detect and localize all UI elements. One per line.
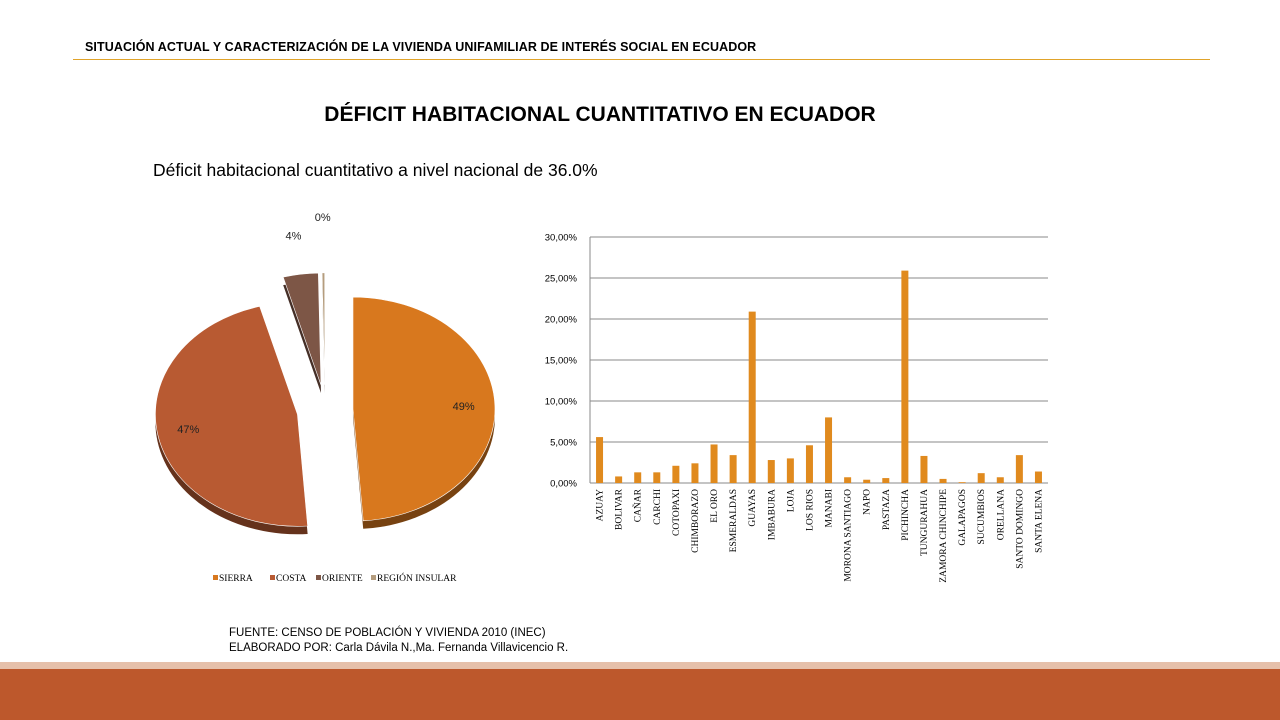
bar	[863, 479, 871, 483]
bar-y-tick-label: 10,00%	[545, 397, 578, 408]
bar	[767, 460, 775, 483]
bar	[844, 477, 852, 483]
bar-x-tick-label: MANABI	[825, 489, 835, 528]
footer-bar	[0, 669, 1280, 720]
bar	[691, 463, 699, 483]
bar	[1015, 455, 1023, 483]
pie-legend-label: SIERRA	[219, 574, 253, 584]
bar-y-tick-label: 25,00%	[545, 274, 578, 285]
bar-y-tick-label: 30,00%	[545, 233, 578, 244]
bar-x-tick-label: LOS RIOS	[805, 489, 815, 531]
pie-labels: 49% 47% 4% 0%	[177, 212, 475, 436]
bar-x-tick-label: ORELLANA	[996, 489, 1006, 540]
bar-x-tick-label: EL ORO	[710, 489, 720, 523]
bar-y-tick-label: 0,00%	[550, 479, 577, 490]
bar-x-tick-label: IMBABURA	[767, 489, 777, 540]
bar-x-tick-label: SANTA ELENA	[1034, 489, 1044, 553]
pie-data-label: 0%	[315, 212, 331, 224]
bar-x-tick-label: MORONA SANTIAGO	[844, 489, 854, 582]
bar	[748, 311, 756, 483]
bar	[882, 478, 890, 483]
bar-x-tick-label: PICHINCHA	[901, 489, 911, 541]
bar	[901, 270, 909, 483]
bar	[615, 476, 623, 483]
source-line: FUENTE: CENSO DE POBLACIÓN Y VIVIENDA 20…	[229, 627, 546, 639]
bar-x-tick-label: TUNGURAHUA	[920, 489, 930, 556]
bar	[939, 478, 947, 483]
bar	[1034, 471, 1042, 483]
pie-legend-label: COSTA	[276, 574, 307, 584]
bar-bars	[596, 270, 1042, 483]
bar-x-tick-label: CARCHI	[653, 489, 663, 525]
bar-x-tick-label: AZUAY	[596, 489, 606, 522]
bar	[977, 473, 985, 483]
bar-x-tick-label: GUAYAS	[748, 489, 758, 527]
bar-y-tick-label: 20,00%	[545, 315, 578, 326]
bar-x-tick-label: CAÑAR	[632, 488, 644, 522]
bar-gridlines	[589, 236, 1048, 484]
bar	[596, 437, 604, 483]
bar-x-tick-label: COTOPAXI	[672, 489, 682, 536]
header-divider	[73, 59, 1210, 60]
pie-legend-label: REGIÓN INSULAR	[377, 572, 457, 584]
bar	[996, 477, 1004, 483]
slide-title: DÉFICIT HABITACIONAL CUANTITATIVO EN ECU…	[324, 103, 876, 126]
bar	[805, 445, 813, 483]
bar-x-tick-label: SUCUMBIOS	[977, 489, 987, 544]
bar-x-tick-label: PASTAZA	[882, 489, 892, 530]
bar	[825, 417, 833, 483]
bar	[958, 482, 966, 483]
pie-legend-label: ORIENTE	[322, 574, 363, 584]
bar-x-tick-label: SANTO DOMINGO	[1015, 489, 1025, 569]
pie-slices	[155, 272, 496, 535]
bar	[786, 458, 794, 483]
bar-x-tick-label: ESMERALDAS	[729, 489, 739, 552]
pie-legend-swatch	[270, 575, 275, 580]
header-title: SITUACIÓN ACTUAL Y CARACTERIZACIÓN DE LA…	[85, 40, 757, 54]
slide-subtitle: Déficit habitacional cuantitativo a nive…	[153, 160, 598, 180]
pie-slice	[282, 272, 322, 386]
footer-accent-strip	[0, 662, 1280, 669]
bar	[672, 465, 680, 483]
bar	[653, 472, 661, 483]
bar-x-tick-label: CHIMBORAZO	[691, 489, 701, 553]
pie-legend-swatch	[213, 575, 218, 580]
bar-x-tick-label: NAPO	[863, 489, 873, 515]
author-line: ELABORADO POR: Carla Dávila N.,Ma. Ferna…	[229, 642, 569, 654]
pie-legend-swatch	[316, 575, 321, 580]
source-note: FUENTE: CENSO DE POBLACIÓN Y VIVIENDA 20…	[229, 626, 568, 656]
bar	[634, 472, 642, 483]
bar	[710, 444, 718, 483]
bar-y-tick-labels: 0,00% 5,00% 10,00% 15,00% 20,00% 25,00% 30,00%	[545, 233, 578, 490]
bar-x-tick-label: LOJA	[786, 489, 796, 512]
bar-x-tick-label: GALAPAGOS	[958, 489, 968, 546]
bar-x-tick-label: ZAMORA CHINCHIPE	[939, 489, 949, 583]
bar	[920, 455, 928, 483]
pie-legend-swatch	[371, 575, 376, 580]
bar-x-tick-label: BOLIVAR	[615, 488, 625, 530]
pie-slice	[321, 272, 326, 385]
pie-data-label: 49%	[453, 401, 475, 413]
bar-x-tick-labels: AZUAY BOLIVAR CAÑAR CARCHI COTOPAXI CHIMBORAZ…	[596, 488, 1045, 582]
pie-legend: SIERRA COSTA ORIENTE REGIÓN INSULAR	[213, 572, 457, 584]
pie-data-label: 4%	[286, 230, 302, 242]
pie-data-label: 47%	[177, 424, 199, 436]
bar-y-tick-label: 5,00%	[550, 438, 577, 449]
bar-y-tick-label: 15,00%	[545, 356, 578, 367]
bar	[729, 455, 737, 483]
pie-slice	[155, 305, 308, 527]
pie-slice	[352, 296, 496, 522]
